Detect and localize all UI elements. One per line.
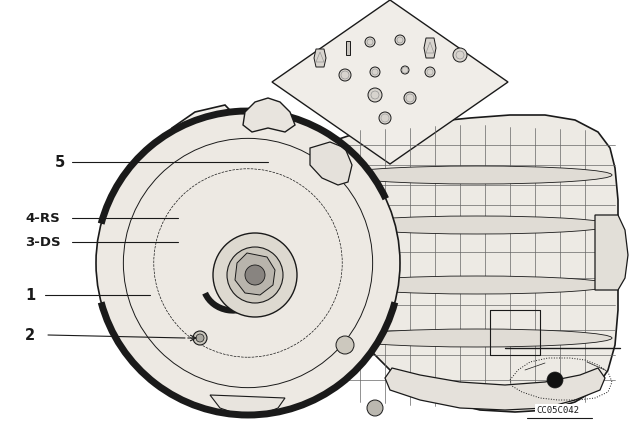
Polygon shape bbox=[243, 98, 295, 132]
Circle shape bbox=[227, 247, 283, 303]
Ellipse shape bbox=[342, 216, 612, 234]
Polygon shape bbox=[272, 0, 508, 164]
Polygon shape bbox=[150, 105, 350, 402]
Polygon shape bbox=[424, 38, 436, 58]
Circle shape bbox=[395, 35, 405, 45]
Polygon shape bbox=[346, 41, 350, 55]
Circle shape bbox=[365, 37, 375, 47]
Ellipse shape bbox=[342, 166, 612, 184]
Circle shape bbox=[213, 233, 297, 317]
Circle shape bbox=[370, 67, 380, 77]
Circle shape bbox=[453, 48, 467, 62]
Circle shape bbox=[193, 331, 207, 345]
Circle shape bbox=[368, 88, 382, 102]
Circle shape bbox=[336, 336, 354, 354]
Circle shape bbox=[367, 400, 383, 416]
Ellipse shape bbox=[342, 329, 612, 347]
Text: 2: 2 bbox=[25, 327, 35, 343]
Polygon shape bbox=[385, 368, 605, 410]
Polygon shape bbox=[330, 115, 618, 412]
Polygon shape bbox=[310, 142, 352, 185]
Circle shape bbox=[96, 111, 400, 415]
Text: 1: 1 bbox=[25, 288, 35, 302]
Circle shape bbox=[196, 334, 204, 342]
Circle shape bbox=[425, 67, 435, 77]
Polygon shape bbox=[235, 253, 275, 295]
Polygon shape bbox=[595, 215, 628, 290]
Polygon shape bbox=[210, 395, 285, 415]
Circle shape bbox=[379, 112, 391, 124]
Circle shape bbox=[404, 92, 416, 104]
Circle shape bbox=[401, 66, 409, 74]
Text: 4-RS: 4-RS bbox=[25, 211, 60, 224]
Circle shape bbox=[245, 265, 265, 285]
Text: 3-DS: 3-DS bbox=[25, 236, 61, 249]
Ellipse shape bbox=[342, 276, 612, 294]
Text: CC05C042: CC05C042 bbox=[536, 405, 579, 414]
Circle shape bbox=[339, 69, 351, 81]
Text: 5: 5 bbox=[55, 155, 65, 169]
Circle shape bbox=[547, 372, 563, 388]
Polygon shape bbox=[314, 49, 326, 67]
